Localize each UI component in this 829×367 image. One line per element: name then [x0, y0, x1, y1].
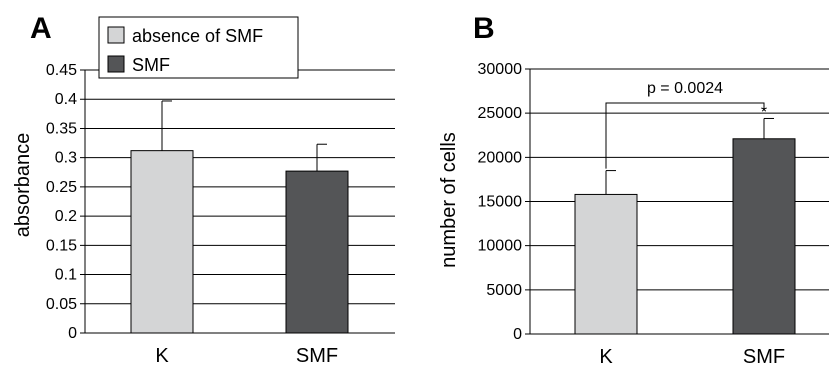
panel-a-letter: A: [30, 12, 52, 45]
x-tick-label: K: [155, 345, 169, 367]
legend: absence of SMF SMF: [98, 16, 299, 79]
bar-k: [574, 193, 638, 335]
p-value-label: p = 0.0024: [647, 80, 723, 97]
y-tick-label: 30000: [478, 61, 523, 78]
chart-b-significance: p = 0.0024 *: [605, 80, 767, 169]
y-tick-label: 0.05: [46, 296, 77, 313]
y-tick-label: 0.45: [46, 62, 77, 79]
x-tick-label: K: [599, 346, 613, 367]
legend-box: [98, 16, 299, 79]
chart-a-bars: [130, 100, 349, 334]
y-tick-label: 0.25: [46, 179, 77, 196]
y-tick-label: 20000: [478, 149, 523, 166]
chart-b-bars: [574, 117, 796, 335]
chart-b: number of cells 0 5000 10000 15000 20000 2500…: [438, 61, 829, 367]
chart-a-x-ticks: K SMF: [155, 345, 338, 367]
y-tick-label: 0: [513, 326, 522, 343]
y-tick-label: 5000: [486, 282, 522, 299]
y-tick-label: 0.15: [46, 237, 77, 254]
chart-b-y-axis-label: number of cells: [438, 132, 460, 268]
y-tick-label: 10000: [478, 238, 523, 255]
chart-b-y-ticks: 0 5000 10000 15000 20000 25000 30000: [478, 61, 523, 343]
y-tick-label: 0.35: [46, 120, 77, 137]
legend-label-absence-of-smf: absence of SMF: [132, 26, 263, 46]
y-tick-label: 0.1: [55, 267, 77, 284]
y-tick-label: 0: [68, 325, 77, 342]
bar-smf: [285, 170, 349, 334]
bar-k: [130, 150, 194, 334]
legend-swatch-smf: [107, 55, 125, 73]
y-tick-label: 0.3: [55, 150, 77, 167]
y-tick-label: 25000: [478, 105, 523, 122]
bar-smf: [732, 138, 796, 335]
y-tick-label: 15000: [478, 194, 523, 211]
significance-bracket: [605, 102, 765, 169]
y-tick-label: 0.2: [55, 208, 77, 225]
chart-a-y-ticks: 0 0.05 0.1 0.15 0.2 0.25 0.3 0.35 0.4 0.45: [46, 62, 77, 342]
x-tick-label: SMF: [296, 345, 338, 367]
x-tick-label: SMF: [743, 346, 785, 367]
legend-label-smf: SMF: [132, 55, 170, 75]
legend-swatch-absence-of-smf: [107, 26, 125, 44]
chart-a-y-axis-label: absorbance: [12, 133, 34, 238]
y-tick-label: 0.4: [55, 91, 77, 108]
panel-b-letter: B: [473, 12, 495, 45]
chart-b-x-ticks: K SMF: [599, 346, 785, 367]
significance-star: *: [761, 104, 767, 121]
chart-a: absorbance 0 0.05 0.1 0.15 0.2 0.25 0.3 0.35 0.4…: [12, 62, 395, 367]
